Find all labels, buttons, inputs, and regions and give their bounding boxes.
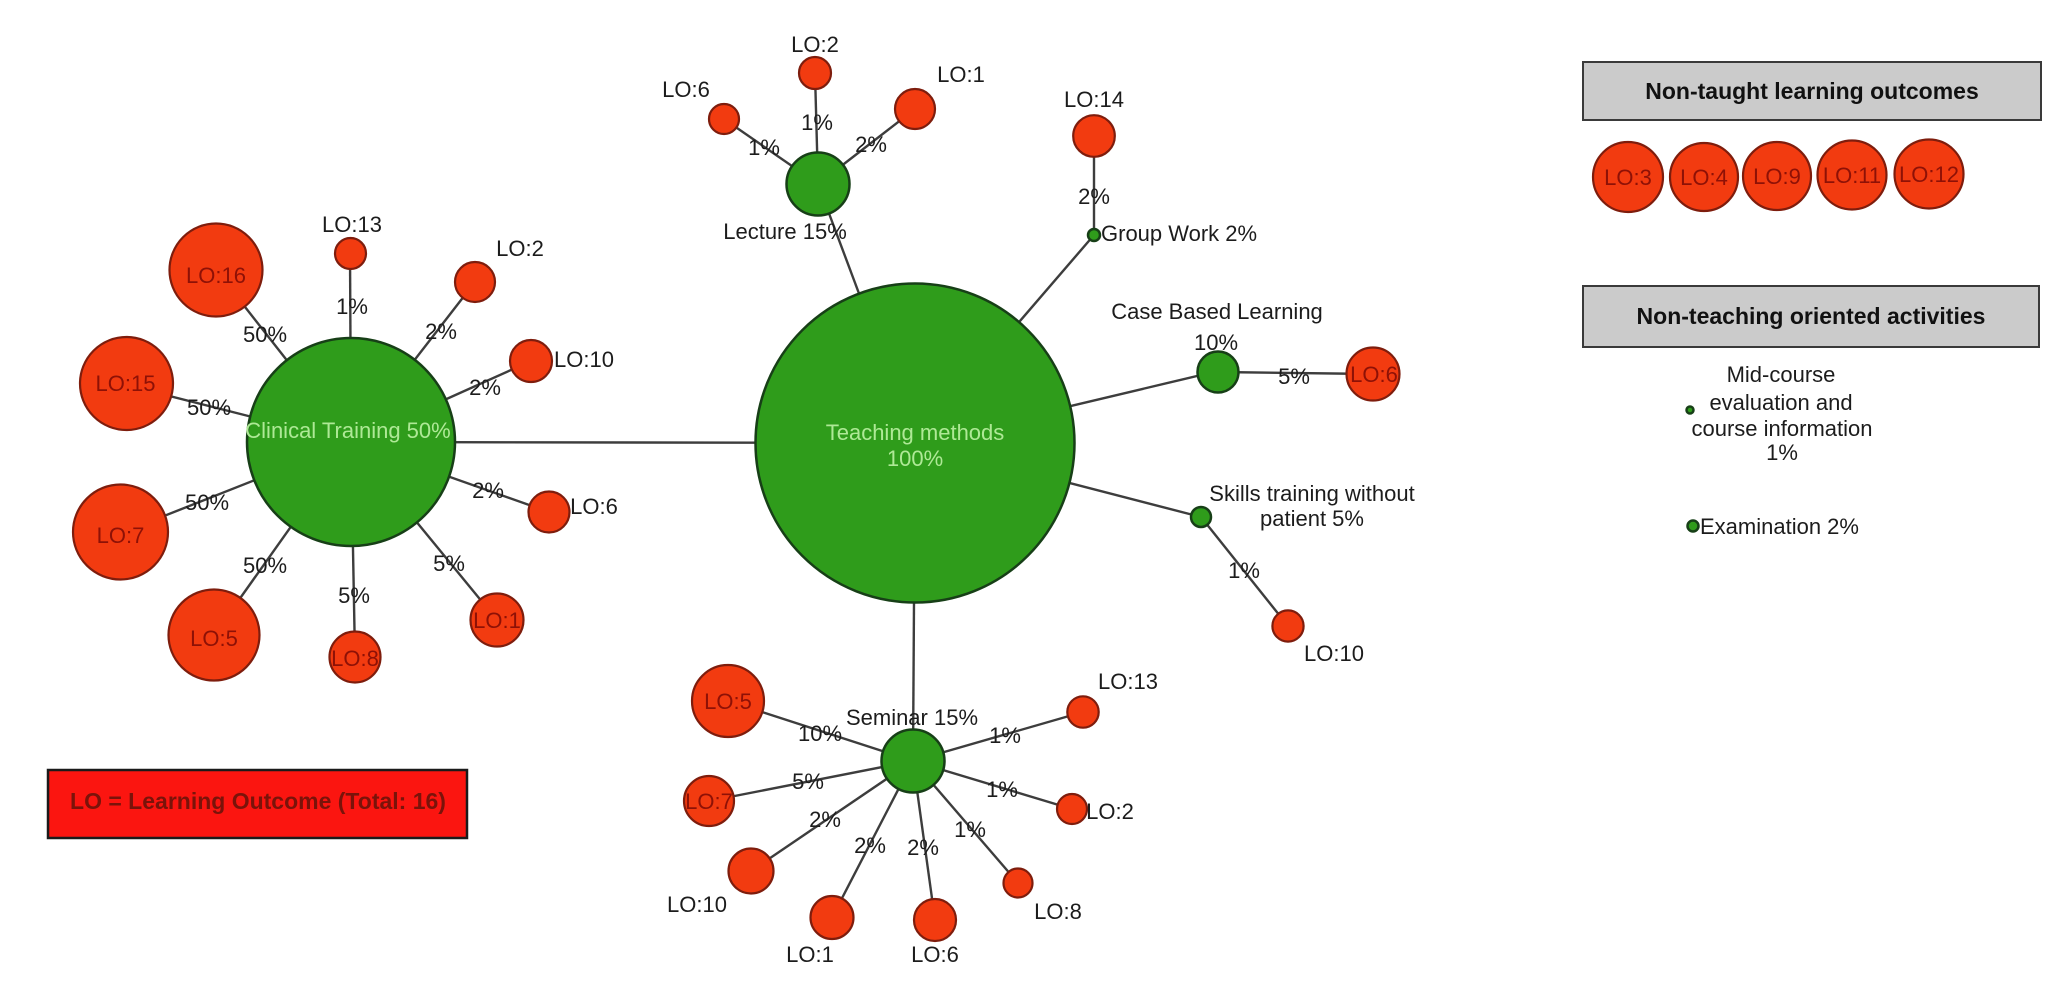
svg-text:LO:11: LO:11 (1823, 163, 1881, 188)
svg-text:1%: 1% (989, 723, 1021, 748)
svg-text:Group Work 2%: Group Work 2% (1101, 221, 1257, 246)
svg-text:LO:5: LO:5 (190, 626, 238, 651)
svg-text:LO:6: LO:6 (662, 77, 710, 102)
svg-text:LO:1: LO:1 (786, 942, 834, 967)
svg-text:LO:2: LO:2 (791, 32, 839, 57)
svg-text:10%: 10% (798, 721, 842, 746)
svg-text:LO:8: LO:8 (331, 646, 379, 671)
svg-text:5%: 5% (1278, 364, 1310, 389)
svg-text:LO:10: LO:10 (554, 347, 614, 372)
svg-text:2%: 2% (425, 319, 457, 344)
svg-text:Skills training without: Skills training without (1209, 481, 1414, 506)
svg-text:1%: 1% (1228, 558, 1260, 583)
svg-text:LO:7: LO:7 (97, 523, 145, 548)
svg-text:Seminar 15%: Seminar 15% (846, 705, 978, 730)
svg-text:100%: 100% (887, 446, 943, 471)
svg-text:LO:13: LO:13 (1098, 669, 1158, 694)
svg-text:LO:1: LO:1 (937, 62, 985, 87)
svg-text:Case Based Learning: Case Based Learning (1111, 299, 1323, 324)
svg-text:2%: 2% (472, 478, 504, 503)
svg-text:Non-teaching oriented activiti: Non-teaching oriented activities (1637, 303, 1986, 329)
svg-text:LO:6: LO:6 (911, 942, 959, 967)
svg-text:LO:5: LO:5 (704, 689, 752, 714)
svg-text:50%: 50% (187, 395, 231, 420)
svg-text:10%: 10% (1194, 330, 1238, 355)
svg-text:Non-taught learning outcomes: Non-taught learning outcomes (1645, 78, 1979, 104)
svg-text:2%: 2% (469, 375, 501, 400)
svg-text:LO = Learning Outcome (Total:: LO = Learning Outcome (Total: 16) (70, 788, 446, 814)
svg-text:LO:6: LO:6 (570, 494, 618, 519)
svg-text:2%: 2% (1078, 184, 1110, 209)
svg-text:LO:7: LO:7 (685, 789, 733, 814)
svg-text:LO:8: LO:8 (1034, 899, 1082, 924)
svg-text:Mid-course: Mid-course (1727, 362, 1836, 387)
svg-text:LO:14: LO:14 (1064, 87, 1124, 112)
svg-text:50%: 50% (185, 490, 229, 515)
svg-text:50%: 50% (243, 322, 287, 347)
svg-text:1%: 1% (748, 135, 780, 160)
svg-text:LO:1: LO:1 (473, 608, 521, 633)
svg-text:50%: 50% (243, 553, 287, 578)
svg-text:1%: 1% (986, 777, 1018, 802)
svg-text:Examination 2%: Examination 2% (1700, 514, 1859, 539)
svg-text:1%: 1% (1766, 440, 1798, 465)
svg-text:LO:3: LO:3 (1604, 165, 1652, 190)
svg-text:Teaching methods: Teaching methods (826, 420, 1005, 445)
svg-text:LO:12: LO:12 (1899, 162, 1959, 187)
svg-text:patient 5%: patient 5% (1260, 506, 1364, 531)
svg-text:LO:2: LO:2 (496, 236, 544, 261)
svg-text:course information: course information (1692, 416, 1873, 441)
svg-text:Lecture 15%: Lecture 15% (723, 219, 847, 244)
svg-text:LO:13: LO:13 (322, 212, 382, 237)
svg-text:LO:4: LO:4 (1680, 165, 1728, 190)
svg-text:LO:2: LO:2 (1086, 799, 1134, 824)
svg-text:LO:6: LO:6 (1350, 362, 1398, 387)
svg-text:1%: 1% (801, 110, 833, 135)
svg-text:LO:10: LO:10 (1304, 641, 1364, 666)
svg-text:LO:15: LO:15 (96, 371, 156, 396)
svg-text:1%: 1% (336, 294, 368, 319)
svg-text:LO:9: LO:9 (1753, 164, 1801, 189)
svg-text:2%: 2% (855, 132, 887, 157)
svg-text:LO:16: LO:16 (186, 263, 246, 288)
svg-text:evaluation and: evaluation and (1709, 390, 1852, 415)
svg-text:LO:10: LO:10 (667, 892, 727, 917)
svg-text:5%: 5% (792, 769, 824, 794)
svg-text:2%: 2% (809, 807, 841, 832)
svg-text:5%: 5% (338, 583, 370, 608)
svg-text:1%: 1% (954, 817, 986, 842)
svg-text:2%: 2% (854, 833, 886, 858)
svg-text:Clinical Training 50%: Clinical Training 50% (245, 418, 450, 443)
svg-text:5%: 5% (433, 551, 465, 576)
svg-text:2%: 2% (907, 835, 939, 860)
